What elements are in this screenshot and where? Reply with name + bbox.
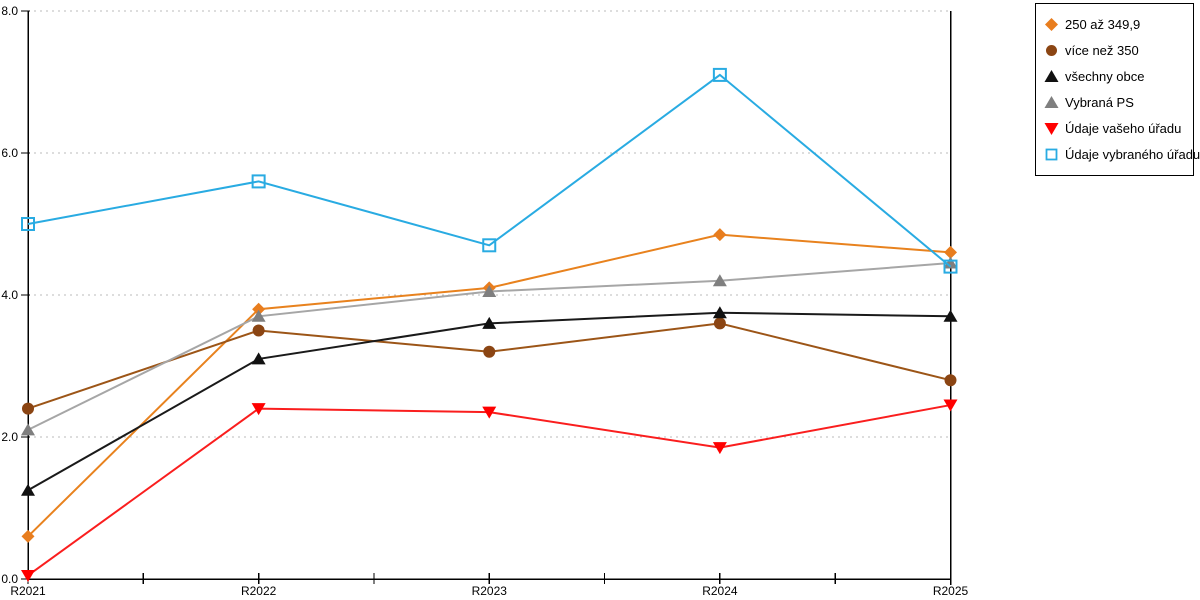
- data-point-marker: [943, 256, 958, 269]
- chart-legend: 250 až 349,9 více než 350 všechny obce Vybr…: [1035, 3, 1200, 176]
- data-point-marker: [251, 403, 266, 416]
- legend-label: více než 350: [1065, 42, 1139, 58]
- data-point-marker: [482, 238, 497, 253]
- series-line-1: [27, 322, 951, 410]
- legend-item-4: Údaje vašeho úřadu: [1044, 115, 1185, 141]
- x-tick-label: R2025: [933, 584, 969, 598]
- legend-label: Vybraná PS: [1065, 94, 1134, 110]
- data-point-marker: [712, 442, 727, 455]
- data-point-marker: [482, 316, 497, 329]
- x-tick-label: R2022: [241, 584, 277, 598]
- data-point-marker: [944, 374, 957, 387]
- legend-item-3: Vybraná PS: [1044, 89, 1185, 115]
- square-open-icon: [1045, 148, 1058, 160]
- data-point-marker: [22, 402, 34, 415]
- series-line-4: [27, 404, 951, 577]
- y-tick-label: 2.0: [1, 430, 18, 444]
- y-tick-label: 4.0: [1, 288, 18, 302]
- data-point-marker: [21, 569, 35, 582]
- data-point-marker: [713, 317, 726, 330]
- data-point-marker: [251, 352, 266, 365]
- legend-item-0: 250 až 349,9: [1044, 11, 1185, 37]
- triangle-up-icon: [1044, 69, 1059, 82]
- y-tick-label: 6.0: [1, 146, 18, 160]
- triangle-up-icon: [1044, 95, 1059, 108]
- legend-label: 250 až 349,9: [1065, 16, 1141, 32]
- data-point-marker: [712, 274, 727, 287]
- data-point-marker: [482, 284, 497, 297]
- x-tick-label: R2023: [472, 584, 508, 598]
- data-point-marker: [712, 67, 727, 82]
- series-line-2: [27, 311, 951, 492]
- x-tick-label: R2021: [10, 584, 46, 598]
- data-point-marker: [252, 302, 266, 316]
- legend-label: Údaje vybraného úřadu: [1065, 146, 1200, 162]
- circle-icon: [1046, 44, 1057, 56]
- x-tick-label: R2024: [702, 584, 738, 598]
- data-point-marker: [713, 228, 727, 242]
- legend-item-2: všechny obce: [1044, 63, 1185, 89]
- data-point-marker: [712, 306, 727, 319]
- data-point-marker: [943, 309, 958, 322]
- series-line-0: [27, 233, 951, 538]
- legend-label: všechny obce: [1065, 68, 1145, 84]
- data-point-marker: [21, 423, 35, 436]
- data-point-marker: [21, 217, 35, 231]
- triangle-down-icon: [1044, 122, 1059, 135]
- diamond-icon: [1045, 17, 1058, 31]
- y-tick-label: 8.0: [1, 4, 18, 18]
- data-point-marker: [943, 259, 958, 274]
- legend-item-5: Údaje vybraného úřadu: [1044, 141, 1200, 167]
- data-point-marker: [252, 324, 265, 337]
- data-point-marker: [251, 309, 266, 322]
- y-tick-label: 0.0: [1, 572, 18, 586]
- data-point-marker: [482, 406, 497, 419]
- legend-item-1: více než 350: [1044, 37, 1185, 63]
- data-point-marker: [251, 174, 266, 189]
- data-point-marker: [21, 483, 35, 496]
- data-point-marker: [943, 399, 958, 412]
- data-point-marker: [483, 345, 496, 358]
- data-point-marker: [21, 529, 35, 543]
- legend-label: Údaje vašeho úřadu: [1065, 120, 1182, 136]
- series-line-5: [27, 73, 952, 268]
- data-point-marker: [944, 245, 957, 259]
